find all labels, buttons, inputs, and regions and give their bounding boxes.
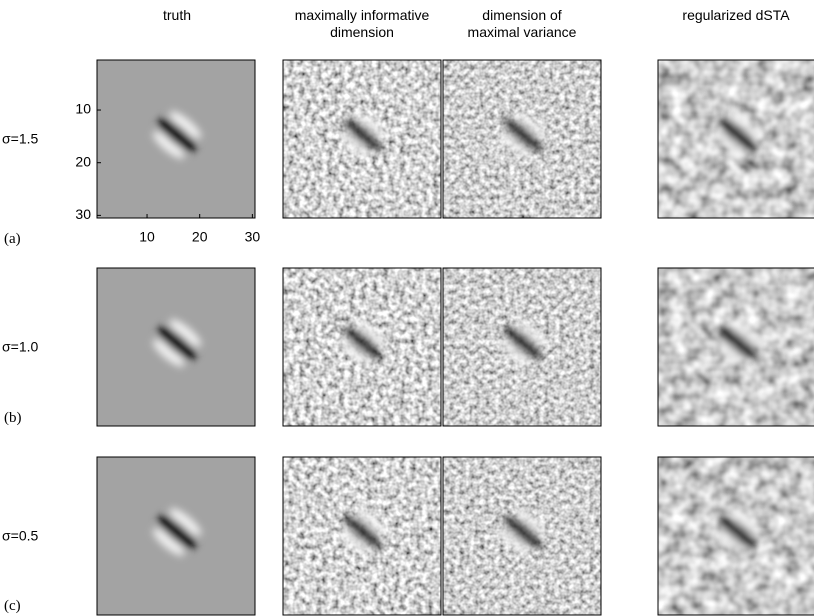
panel — [283, 457, 441, 615]
panel — [97, 268, 255, 426]
x-tick-label: 30 — [245, 229, 261, 245]
panel — [443, 268, 601, 426]
column-header: regularized dSTA — [682, 7, 790, 23]
y-tick-label: 20 — [75, 153, 91, 169]
panel — [658, 268, 814, 426]
panel — [658, 457, 814, 615]
panel — [658, 60, 814, 218]
panel-image — [658, 457, 814, 615]
panel-image — [97, 268, 255, 426]
panel — [97, 457, 255, 615]
figure: truth maximally informativedimension dimen… — [0, 0, 814, 616]
x-tick-label: 20 — [192, 229, 208, 245]
row-label: σ=0.5 — [2, 528, 38, 544]
column-header: truth — [163, 7, 191, 23]
panel-image — [283, 457, 441, 615]
row-label: σ=1.0 — [2, 339, 38, 355]
panel-tag: (a) — [4, 231, 21, 247]
y-tick-label: 10 — [75, 101, 91, 117]
panel-tag: (b) — [4, 410, 22, 426]
panel-image — [443, 60, 601, 218]
panel-image — [97, 457, 255, 615]
panel-tag: (c) — [4, 598, 21, 614]
row-label: σ=1.5 — [2, 131, 38, 147]
panel — [443, 60, 601, 218]
panel-image — [97, 60, 255, 218]
panel-image — [658, 268, 814, 426]
panel — [283, 60, 441, 218]
panel-image — [283, 268, 441, 426]
panel — [443, 457, 601, 615]
panel-image — [443, 457, 601, 615]
panel-image — [443, 268, 601, 426]
panel — [97, 60, 255, 218]
x-tick-label: 10 — [139, 229, 155, 245]
panel — [283, 268, 441, 426]
panel-image — [658, 60, 814, 218]
panel-image — [283, 60, 441, 218]
y-tick-label: 30 — [75, 206, 91, 222]
